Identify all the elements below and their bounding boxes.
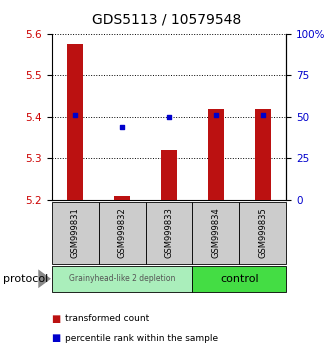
Text: GSM999833: GSM999833 <box>165 207 173 258</box>
Text: protocol: protocol <box>3 274 49 284</box>
Text: Grainyhead-like 2 depletion: Grainyhead-like 2 depletion <box>69 274 175 283</box>
Text: GSM999832: GSM999832 <box>118 207 127 258</box>
Point <box>213 112 218 118</box>
Bar <box>67 44 83 200</box>
Text: transformed count: transformed count <box>65 314 149 323</box>
Text: ■: ■ <box>52 314 61 324</box>
Text: control: control <box>220 274 259 284</box>
Point <box>260 112 266 118</box>
Text: GSM999834: GSM999834 <box>211 207 220 258</box>
Text: GSM999831: GSM999831 <box>71 207 80 258</box>
Bar <box>255 109 271 200</box>
Text: ■: ■ <box>52 333 61 343</box>
Text: GDS5113 / 10579548: GDS5113 / 10579548 <box>92 12 241 27</box>
Bar <box>161 150 177 200</box>
Bar <box>114 196 130 200</box>
Text: percentile rank within the sample: percentile rank within the sample <box>65 333 218 343</box>
Text: GSM999835: GSM999835 <box>258 207 267 258</box>
Point <box>166 114 172 120</box>
Bar <box>208 109 224 200</box>
Point <box>72 112 78 118</box>
Point <box>119 124 125 130</box>
Polygon shape <box>38 269 51 288</box>
